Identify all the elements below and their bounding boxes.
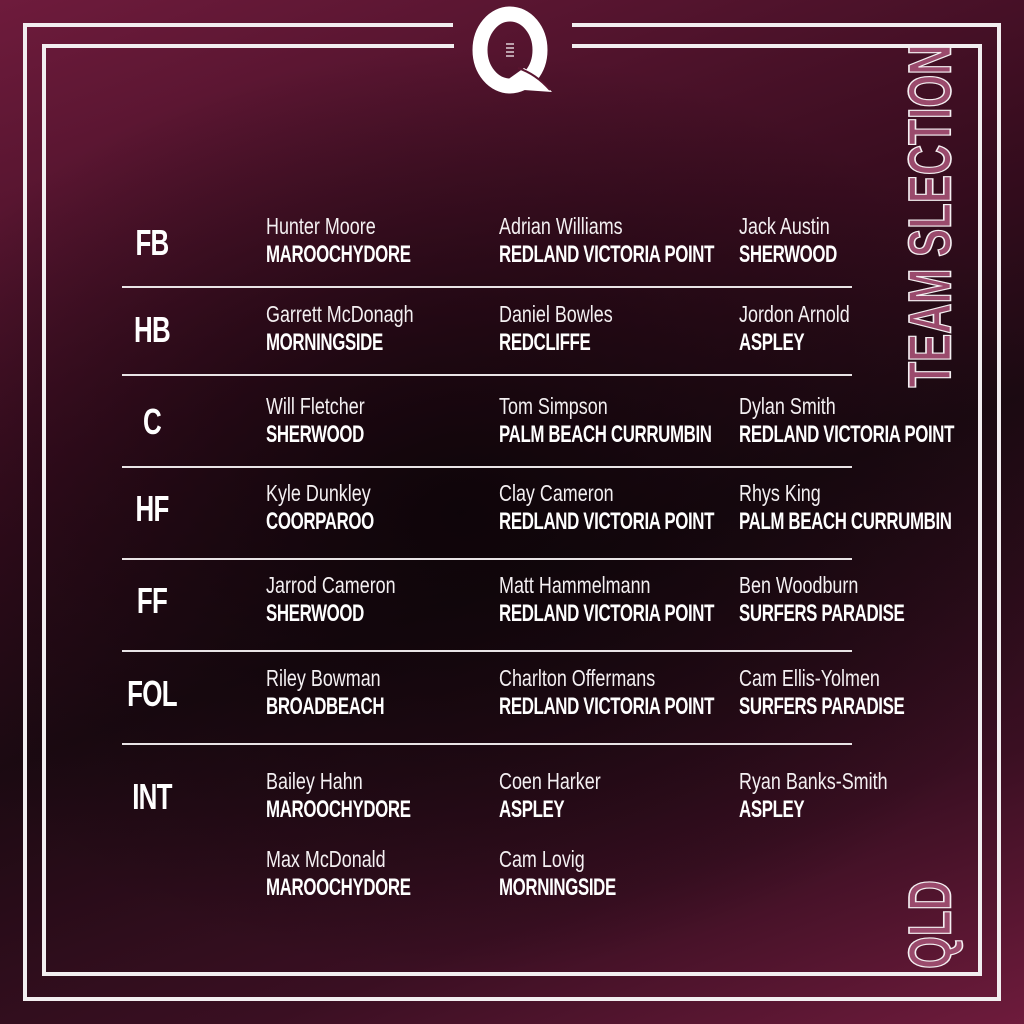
player-club: ASPLEY [739,329,805,356]
position-label: HB [134,309,171,350]
player-entry: Jack Austin SHERWOOD [739,212,848,270]
player-entry: Rhys King PALM BEACH CURRUMBIN [739,479,975,537]
frame-line [42,972,982,976]
player-name: Clay Cameron [499,480,614,506]
player-club: SURFERS PARADISE [739,693,905,720]
player-entry: Coen Harker ASPLEY [499,767,601,825]
position-label: C [143,401,162,442]
frame-line [23,997,1001,1001]
player-entry: Charlton Offermans REDLAND VICTORIA POINT [499,664,738,722]
player-name: Ben Woodburn [739,572,859,598]
player-club: SHERWOOD [739,241,837,268]
player-entry: Jarrod Cameron SHERWOOD [266,571,396,629]
player-name: Jack Austin [739,213,830,239]
player-club: MAROOCHYDORE [266,241,411,268]
frame-line [42,44,454,48]
player-entry: Will Fletcher SHERWOOD [266,392,375,450]
player-club: REDLAND VICTORIA POINT [499,508,715,535]
row-divider [122,286,852,288]
player-club: ASPLEY [739,796,805,823]
player-entry: Dylan Smith REDLAND VICTORIA POINT [739,392,978,450]
player-club: COORPAROO [266,508,374,535]
player-name: Charlton Offermans [499,665,656,691]
frame-line [572,23,1001,27]
player-club: MORNINGSIDE [266,329,383,356]
frame-line [23,23,453,27]
player-entry: Bailey Hahn MAROOCHYDORE [266,767,427,825]
player-name: Riley Bowman [266,665,381,691]
player-name: Rhys King [739,480,821,506]
player-name: Kyle Dunkley [266,480,371,506]
player-club: SURFERS PARADISE [739,600,905,627]
frame-line [42,44,46,976]
player-name: Daniel Bowles [499,301,613,327]
player-entry: Garrett McDonagh MORNINGSIDE [266,300,414,358]
player-club: REDCLIFFE [499,329,591,356]
player-entry: Ryan Banks-Smith ASPLEY [739,767,888,825]
row-divider [122,743,852,745]
player-entry: Kyle Dunkley COORPAROO [266,479,386,537]
position-label: INT [132,776,172,817]
player-club: SHERWOOD [266,600,364,627]
q-logo [472,6,552,94]
player-club: PALM BEACH CURRUMBIN [499,421,712,448]
player-entry: Clay Cameron REDLAND VICTORIA POINT [499,479,738,537]
player-entry: Daniel Bowles REDCLIFFE [499,300,613,358]
player-club: BROADBEACH [266,693,385,720]
frame-line [978,44,982,976]
player-club: SHERWOOD [266,421,364,448]
row-divider [122,558,852,560]
player-name: Jordon Arnold [739,301,850,327]
position-label: FB [135,222,169,263]
player-entry: Tom Simpson PALM BEACH CURRUMBIN [499,392,735,450]
player-club: PALM BEACH CURRUMBIN [739,508,952,535]
player-club: MAROOCHYDORE [266,874,411,901]
player-entry: Riley Bowman BROADBEACH [266,664,397,722]
player-name: Jarrod Cameron [266,572,396,598]
player-name: Hunter Moore [266,213,376,239]
frame-line [572,44,982,48]
position-label: HF [135,488,169,529]
player-entry: Hunter Moore MAROOCHYDORE [266,212,427,270]
frame-line [23,23,27,1001]
player-club: MORNINGSIDE [499,874,616,901]
player-entry: Adrian Williams REDLAND VICTORIA POINT [499,212,738,270]
player-name: Will Fletcher [266,393,365,419]
player-name: Tom Simpson [499,393,608,419]
player-entry: Matt Hammelmann REDLAND VICTORIA POINT [499,571,738,629]
player-name: Bailey Hahn [266,768,363,794]
player-name: Garrett McDonagh [266,301,414,327]
player-club: REDLAND VICTORIA POINT [499,600,715,627]
player-club: MAROOCHYDORE [266,796,411,823]
player-name: Max McDonald [266,846,386,872]
frame-line [997,23,1001,1001]
player-name: Coen Harker [499,768,601,794]
row-divider [122,466,852,468]
state-label: QLD [896,880,964,970]
player-entry: Cam Lovig MORNINGSIDE [499,845,629,903]
player-entry: Ben Woodburn SURFERS PARADISE [739,571,923,629]
player-club: REDLAND VICTORIA POINT [499,693,715,720]
player-club: REDLAND VICTORIA POINT [499,241,715,268]
row-divider [122,650,852,652]
player-name: Dylan Smith [739,393,836,419]
player-entry: Max McDonald MAROOCHYDORE [266,845,427,903]
player-name: Ryan Banks-Smith [739,768,888,794]
player-entry: Cam Ellis-Yolmen SURFERS PARADISE [739,664,923,722]
position-label: FF [136,580,168,621]
player-name: Cam Lovig [499,846,585,872]
player-name: Cam Ellis-Yolmen [739,665,880,691]
player-club: REDLAND VICTORIA POINT [739,421,955,448]
team-selection-title: TEAM SLECTION [896,44,964,388]
player-club: ASPLEY [499,796,565,823]
row-divider [122,374,852,376]
player-entry: Jordon Arnold ASPLEY [739,300,850,358]
position-label: FOL [127,673,177,714]
player-name: Adrian Williams [499,213,623,239]
player-name: Matt Hammelmann [499,572,651,598]
